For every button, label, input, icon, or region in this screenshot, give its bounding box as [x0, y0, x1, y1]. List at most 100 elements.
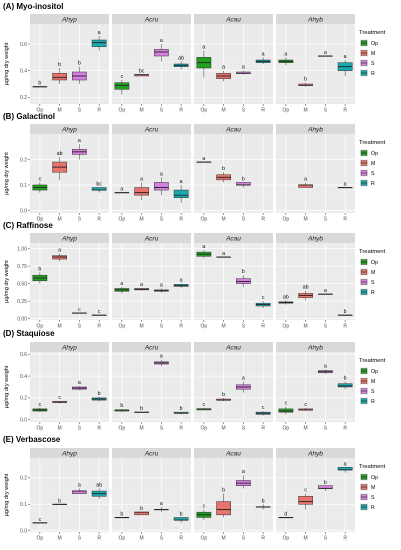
box-acru-r: a [173, 278, 189, 288]
x-tick-label: M [140, 324, 144, 330]
x-tick-label: M [304, 217, 308, 223]
significance-letter: c [304, 488, 307, 494]
x-tick-label: S [78, 217, 82, 223]
plot-background [276, 134, 355, 213]
significance-letter: b [58, 62, 61, 68]
box-ahyb-s: a [318, 364, 333, 374]
x-tick-label: S [242, 108, 246, 114]
box-acau-m: b [216, 488, 231, 518]
x-tick-label: Op [119, 217, 126, 223]
panel-title: (E) Verbascose [3, 435, 61, 444]
box-acru-m: bc [134, 69, 149, 77]
facet-label: Ahyb [307, 344, 323, 351]
legend: Treatment Op MSR [359, 464, 386, 511]
significance-letter: b [344, 376, 347, 382]
y-tick-label: 0.0 [20, 208, 27, 214]
box-ahyb-m: c [298, 402, 313, 412]
legend: Treatment Op MSR [359, 358, 386, 405]
y-axis-label: µg/mg dry weight [4, 260, 10, 303]
legend-label: S [371, 171, 375, 177]
box-acru-s: a [154, 354, 169, 367]
significance-letter: a [98, 30, 101, 36]
box-body [114, 82, 130, 90]
y-tick-label: 0.2 [20, 476, 27, 482]
x-tick-label: S [242, 426, 246, 432]
x-tick-label: S [324, 426, 328, 432]
x-tick-label: R [261, 536, 265, 542]
box-ahyb-m: c [298, 488, 313, 510]
x-tick-label: R [343, 217, 347, 223]
plot-background [112, 458, 191, 532]
x-tick-label: Op [283, 426, 290, 432]
significance-letter: ab [283, 294, 289, 300]
facet-ahyb: Ahyb Op M S Rc c a b [276, 342, 355, 432]
significance-letter: a [242, 65, 245, 71]
x-tick-label: S [324, 108, 328, 114]
plot-background [112, 243, 191, 320]
x-tick-label: R [179, 217, 183, 223]
legend-label: M [371, 161, 375, 167]
facet-ahyp: Ahyp Op M S Rc c a b [30, 342, 109, 432]
box-acru-r: b [173, 406, 189, 415]
box-acau-op: c [196, 504, 212, 521]
x-tick-label: Op [119, 426, 126, 432]
significance-letter: a [140, 282, 143, 288]
box-body [173, 189, 189, 198]
legend-label: R [371, 505, 375, 511]
facet-acru: Acru Op M S Rb b a b [112, 342, 191, 432]
x-tick-label: M [222, 217, 226, 223]
significance-letter: a [78, 380, 81, 386]
chart-panel-3: (C) Raffinose µg/mg dry weight 0.00 0.25 0.5… [3, 221, 386, 330]
box-ahyp-op: c [32, 517, 48, 524]
box-ahyp-s: a [72, 380, 87, 391]
legend-label: R [371, 181, 375, 187]
x-tick-label: Op [119, 108, 126, 114]
x-tick-label: Op [37, 217, 44, 223]
facet-strip [112, 14, 191, 24]
x-tick-label: S [78, 426, 82, 432]
facet-label: Ahyp [61, 126, 77, 133]
facet-label: Acru [144, 235, 159, 242]
legend-label: Op [371, 41, 378, 47]
facet-strip [194, 124, 273, 134]
box-acau-s: a [236, 376, 251, 393]
box-acau-m: a [216, 251, 231, 258]
significance-letter: a [120, 281, 123, 287]
box-body [154, 49, 169, 57]
significance-letter: a [160, 354, 163, 360]
box-ahyp-op: b [32, 81, 48, 88]
box-acru-op: b [114, 511, 130, 519]
significance-letter: a [324, 50, 327, 56]
x-tick-label: R [179, 324, 183, 330]
significance-letter: a [344, 182, 347, 188]
panel-title: (C) Raffinose [3, 221, 53, 230]
box-acau-r: c [255, 295, 271, 309]
box-acau-r: a [255, 51, 271, 64]
x-tick-label: R [261, 217, 265, 223]
significance-letter: b [120, 511, 123, 517]
significance-letter: c [98, 309, 101, 315]
facet-acau: Acau Op M S Rc b a c [194, 342, 273, 432]
significance-letter: a [242, 376, 245, 382]
legend-label: R [371, 290, 375, 296]
box-acru-r: ab [173, 55, 189, 70]
significance-letter: a [202, 45, 205, 51]
x-tick-label: Op [119, 536, 126, 542]
significance-letter: a [284, 51, 287, 57]
box-ahyp-op: c [32, 402, 48, 413]
box-ahyb-s: a [318, 50, 333, 57]
x-tick-label: M [140, 536, 144, 542]
facet-label: Ahyb [307, 235, 323, 242]
significance-letter: d [284, 511, 287, 517]
x-tick-label: S [160, 426, 164, 432]
box-acru-op: a [114, 281, 130, 294]
panel-title: (D) Staquiose [3, 329, 55, 338]
significance-letter: b [38, 266, 41, 272]
legend-label: Op [371, 369, 378, 375]
significance-letter: b [180, 511, 183, 517]
significance-letter: a [160, 38, 163, 44]
legend-title: Treatment [359, 464, 386, 470]
facet-strip [112, 448, 191, 458]
facet-ahyb: Ahyb Op M S Ra b a a [276, 14, 355, 114]
significance-letter: c [203, 402, 206, 408]
